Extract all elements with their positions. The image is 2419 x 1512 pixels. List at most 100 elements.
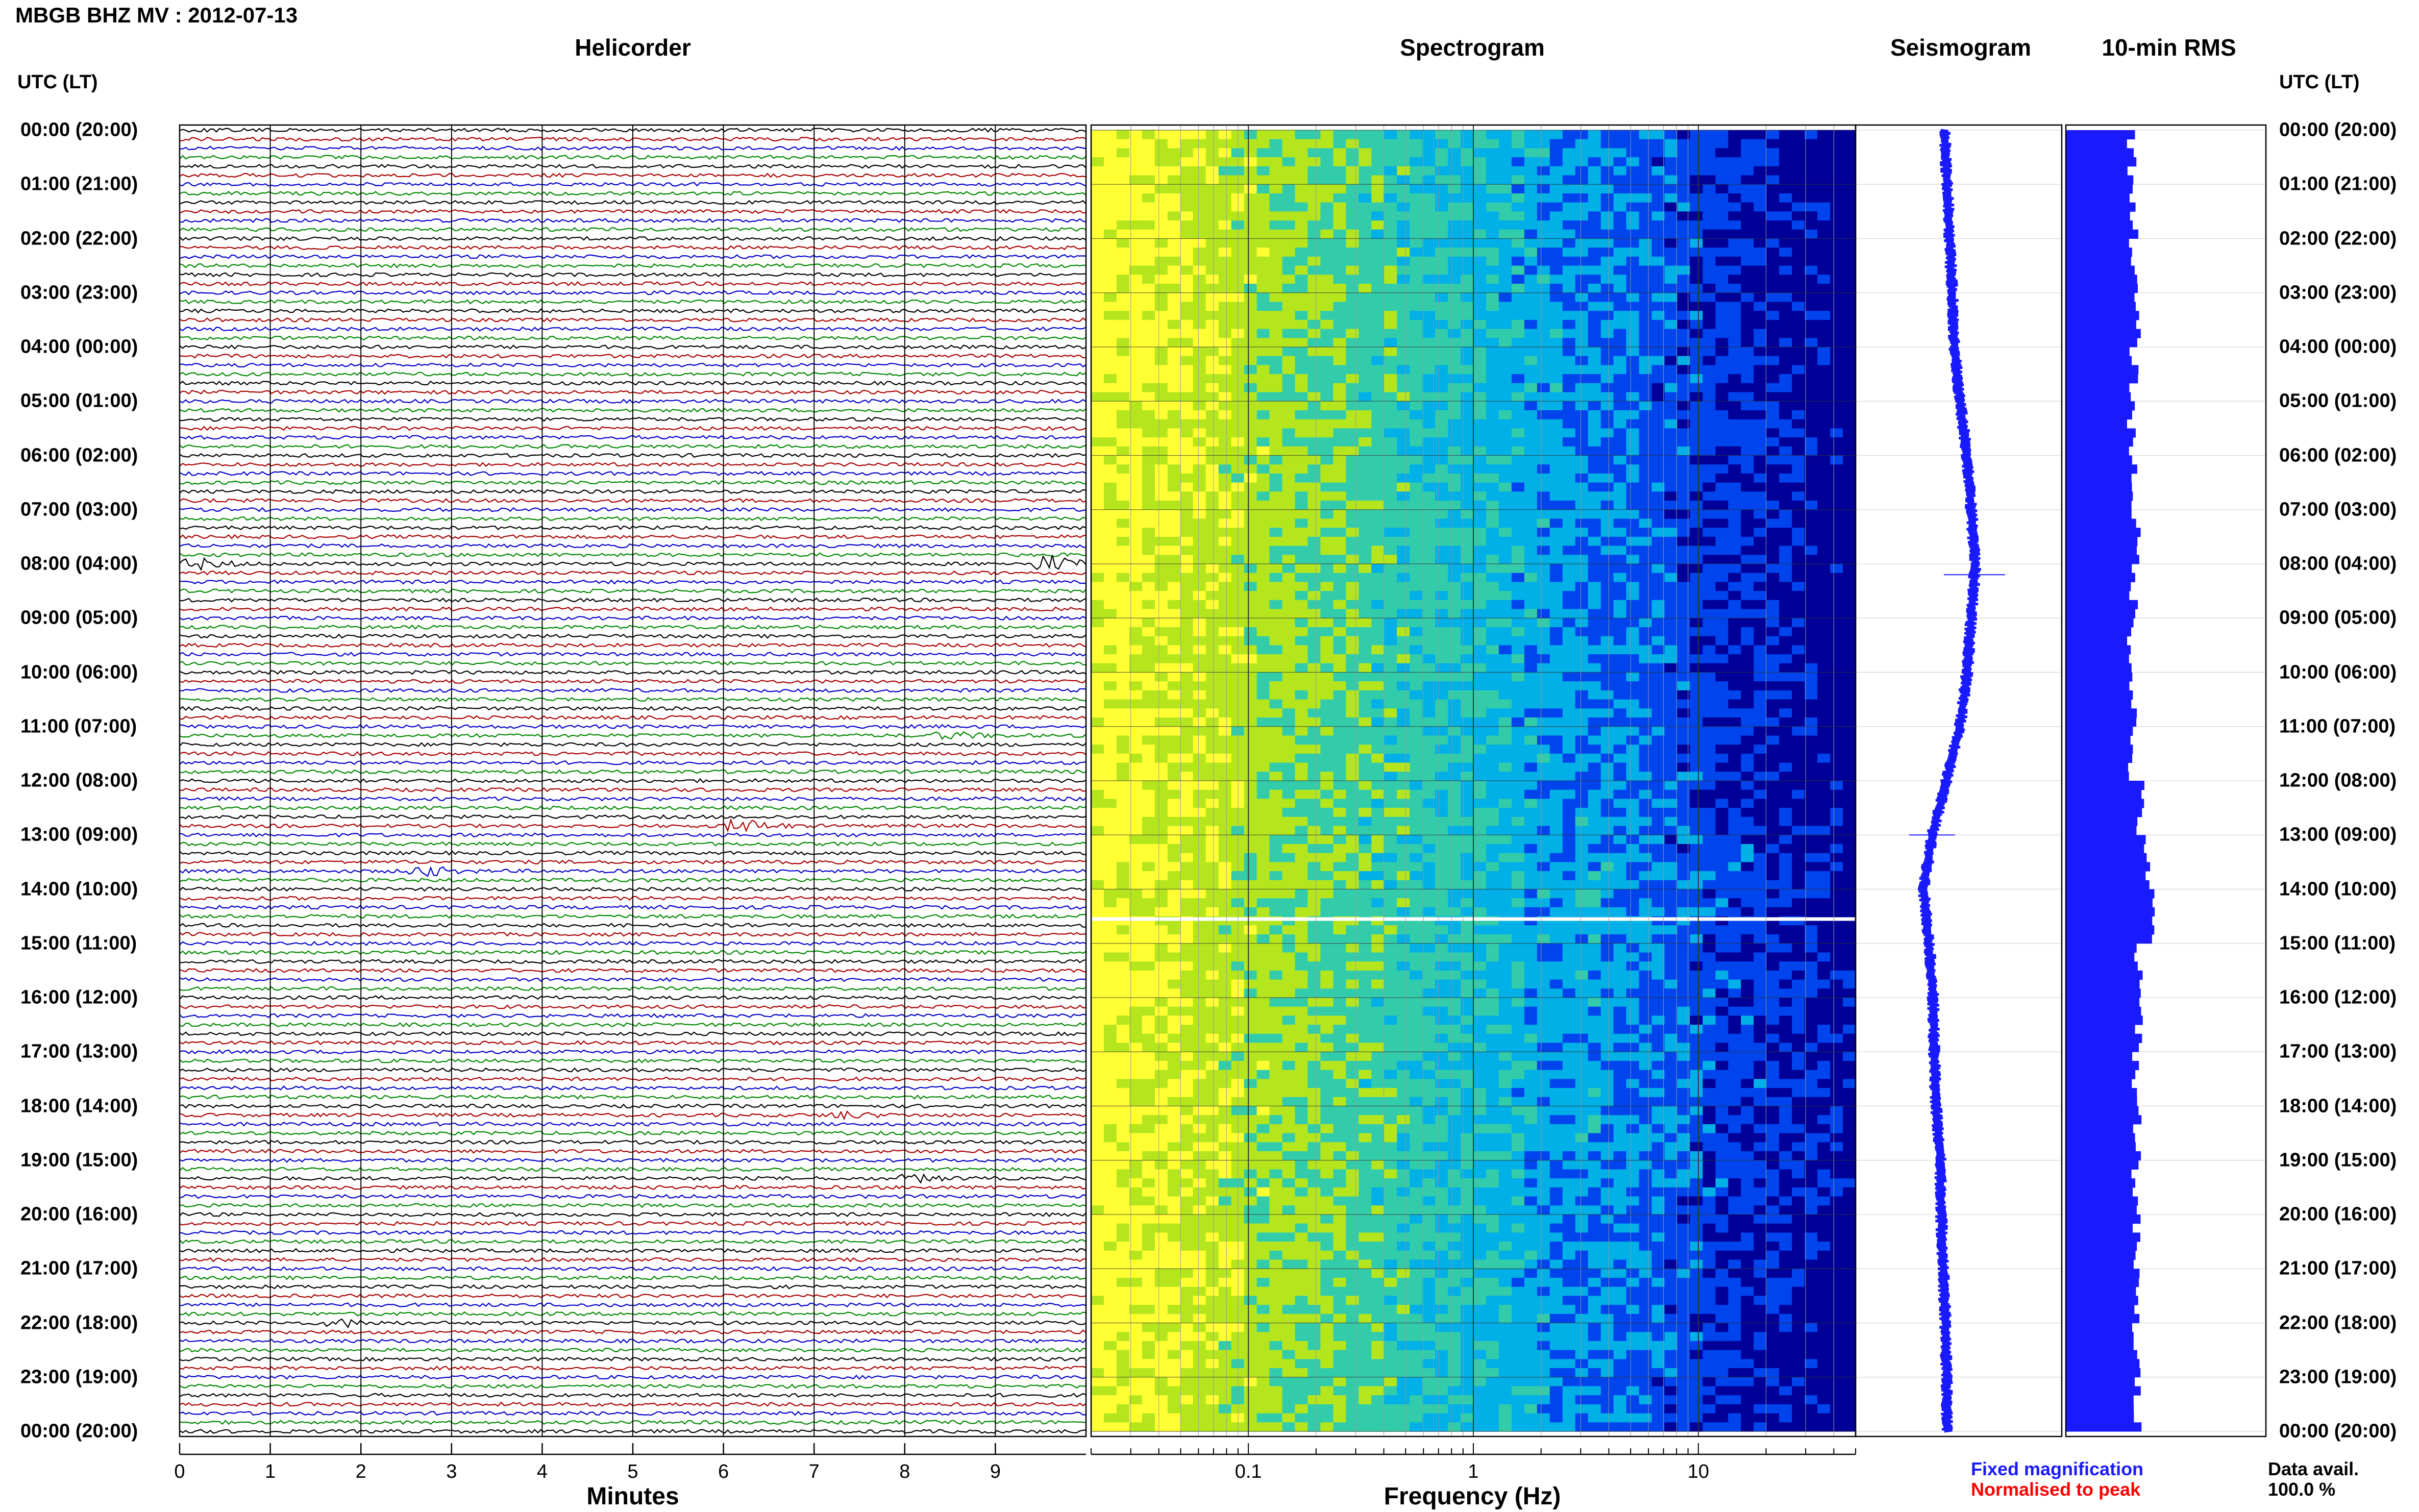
- spectrogram-cell: [1639, 717, 1652, 727]
- spectrogram-cell: [1498, 437, 1512, 447]
- spectrogram-cell: [1256, 229, 1270, 239]
- spectrogram-cell: [1613, 193, 1627, 203]
- spectrogram-cell: [1754, 265, 1767, 275]
- spectrogram-cell: [1307, 275, 1321, 284]
- rms-title: 10-min RMS: [2102, 34, 2236, 61]
- spectrogram-cell: [1218, 365, 1232, 375]
- spectrogram-cell: [1167, 184, 1181, 194]
- spectrogram-cell: [1346, 564, 1359, 574]
- spectrogram-cell: [1167, 844, 1181, 854]
- spectrogram-cell: [1244, 726, 1257, 736]
- spectrogram-cell: [1690, 319, 1703, 330]
- spectrogram-cell: [1180, 627, 1194, 637]
- spectrogram-cell: [1435, 347, 1448, 357]
- spectrogram-cell: [1461, 826, 1474, 835]
- spectrogram-cell: [1244, 627, 1257, 637]
- spectrogram-cell: [1244, 166, 1257, 176]
- spectrogram-cell: [1728, 636, 1741, 646]
- spectrogram-cell: [1295, 202, 1309, 212]
- spectrogram-cell: [1461, 772, 1474, 781]
- spectrogram-cell: [1205, 826, 1219, 835]
- spectrogram-cell: [1575, 663, 1589, 673]
- spectrogram-cell: [1180, 726, 1194, 736]
- spectrogram-cell: [1346, 618, 1359, 628]
- spectrogram-cell: [1524, 410, 1538, 420]
- spectrogram-cell: [1104, 193, 1117, 203]
- spectrogram-cell: [1397, 753, 1410, 763]
- spectrogram-cell: [1664, 699, 1678, 709]
- spectrogram-cell: [1651, 202, 1665, 212]
- spectrogram-cell: [1435, 265, 1448, 275]
- spectrogram-cell: [1600, 284, 1614, 293]
- spectrogram-cell: [1410, 609, 1423, 618]
- spectrogram-cell: [1116, 636, 1130, 646]
- spectrogram-cell: [1180, 157, 1194, 167]
- spectrogram-cell: [1231, 627, 1245, 637]
- spectrogram-cell: [1766, 491, 1780, 501]
- spectrogram-cell: [1754, 672, 1767, 682]
- spectrogram-cell: [1830, 464, 1843, 474]
- spectrogram-cell: [1486, 799, 1499, 808]
- spectrogram-cell: [1626, 708, 1640, 718]
- spectrogram-cell: [1843, 618, 1856, 628]
- spectrogram-cell: [1766, 753, 1780, 763]
- spectrogram-cell: [1461, 464, 1474, 474]
- spectrogram-cell: [1524, 211, 1538, 221]
- spectrogram-cell: [1830, 573, 1843, 582]
- spectrogram-cell: [1805, 536, 1818, 547]
- spectrogram-cell: [1741, 799, 1754, 808]
- hour-label-right: 09:00 (05:00): [2279, 607, 2397, 629]
- spectrogram-cell: [1282, 275, 1296, 284]
- helicorder-tick-label: 0: [174, 1461, 185, 1482]
- spectrogram-cell: [1830, 808, 1843, 817]
- spectrogram-cell: [1702, 211, 1716, 221]
- helicorder-tick-label: 4: [537, 1461, 548, 1482]
- spectrogram-cell: [1091, 319, 1104, 330]
- spectrogram-cell: [1397, 464, 1410, 474]
- spectrogram-cell: [1116, 338, 1130, 348]
- spectrogram-cell: [1371, 338, 1385, 348]
- spectrogram-cell: [1116, 781, 1130, 790]
- spectrogram-cell: [1588, 564, 1601, 574]
- spectrogram-cell: [1651, 428, 1665, 438]
- spectrogram-cell: [1142, 130, 1155, 140]
- spectrogram-cell: [1218, 645, 1232, 655]
- spectrogram-cell: [1154, 229, 1168, 239]
- spectrogram-cell: [1142, 338, 1155, 348]
- spectrogram-cell: [1639, 265, 1652, 275]
- spectrogram-cell: [1333, 681, 1346, 691]
- spectrogram-cell: [1129, 681, 1143, 691]
- spectrogram-cell: [1269, 338, 1283, 348]
- spectrogram-cell: [1664, 536, 1678, 547]
- spectrogram-cell: [1397, 419, 1410, 429]
- spectrogram-cell: [1116, 473, 1130, 483]
- spectrogram-cell: [1575, 284, 1589, 293]
- spectrogram-cell: [1193, 555, 1206, 564]
- spectrogram-cell: [1167, 374, 1181, 384]
- spectrogram-cell: [1154, 753, 1168, 763]
- spectrogram-cell: [1766, 473, 1780, 483]
- spectrogram-cell: [1511, 636, 1525, 646]
- spectrogram-cell: [1805, 130, 1818, 140]
- spectrogram-cell: [1626, 229, 1640, 239]
- spectrogram-cell: [1142, 365, 1155, 375]
- spectrogram-cell: [1677, 220, 1691, 230]
- spectrogram-cell: [1562, 536, 1576, 547]
- spectrogram-cell: [1116, 211, 1130, 221]
- spectrogram-cell: [1104, 844, 1117, 854]
- spectrogram-cell: [1154, 826, 1168, 835]
- spectrogram-cell: [1690, 284, 1703, 293]
- spectrogram-cell: [1537, 482, 1550, 492]
- spectrogram-cell: [1193, 184, 1206, 194]
- spectrogram-cell: [1613, 175, 1627, 185]
- spectrogram-cell: [1346, 826, 1359, 835]
- spectrogram-cell: [1817, 464, 1831, 474]
- spectrogram-cell: [1269, 772, 1283, 781]
- spectrogram-cell: [1664, 184, 1678, 194]
- spectrogram-cell: [1613, 139, 1627, 148]
- spectrogram-cell: [1805, 256, 1818, 266]
- spectrogram-cell: [1651, 789, 1665, 799]
- spectrogram-cell: [1600, 491, 1614, 501]
- spectrogram-cell: [1843, 636, 1856, 646]
- spectrogram-cell: [1613, 600, 1627, 610]
